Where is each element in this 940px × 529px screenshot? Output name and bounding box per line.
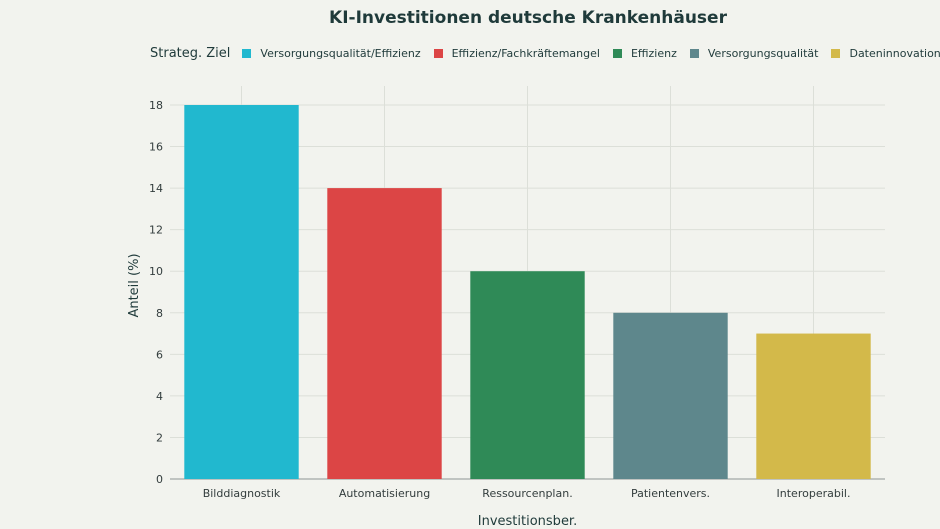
legend-swatch (433, 49, 443, 58)
legend-label: Versorgungsqualität (707, 47, 819, 60)
x-tick-label: Automatisierung (339, 487, 430, 500)
bar-2[interactable] (327, 188, 442, 479)
legend-label: Dateninnovation (849, 47, 940, 60)
y-tick-label: 8 (156, 307, 163, 320)
legend-title: Strateg. Ziel (150, 46, 231, 61)
y-tick-label: 4 (156, 390, 163, 403)
y-axis-title: Anteil (%) (127, 253, 142, 317)
legend-item-4[interactable]: Versorgungsqualität (689, 47, 819, 60)
x-tick-label: Bilddiagnostik (203, 487, 281, 500)
x-axis-ticks: Bilddiagnostik Automatisierung Ressourcenp… (203, 487, 851, 500)
y-tick-label: 18 (149, 99, 163, 112)
legend-swatch (831, 49, 841, 58)
legend-swatch (689, 49, 699, 58)
legend-item-1[interactable]: Versorgungsqualität/Effizienz (242, 47, 421, 60)
y-tick-label: 10 (149, 265, 163, 278)
y-tick-label: 14 (149, 182, 163, 195)
y-tick-label: 12 (149, 224, 163, 237)
y-axis-ticks: 0 2 4 6 8 10 12 14 16 18 (149, 99, 163, 486)
y-tick-label: 2 (156, 431, 163, 444)
legend-swatch (242, 49, 252, 58)
legend-item-5[interactable]: Dateninnovation (831, 47, 940, 60)
y-tick-label: 0 (156, 473, 163, 486)
legend-label: Effizienz (630, 47, 677, 60)
x-tick-label: Interoperabil. (777, 487, 851, 500)
legend-swatch (612, 49, 622, 58)
x-tick-label: Patientenvers. (631, 487, 710, 500)
legend-item-2[interactable]: Effizienz/Fachkräftemangel (433, 47, 600, 60)
bar-5[interactable] (756, 333, 871, 479)
bars (184, 105, 871, 479)
bar-3[interactable] (470, 271, 585, 479)
legend-item-3[interactable]: Effizienz (612, 47, 677, 60)
x-axis-title: Investitionsber. (478, 514, 577, 529)
bar-4[interactable] (613, 312, 728, 479)
y-tick-label: 16 (149, 141, 163, 154)
legend: Strateg. Ziel Versorgungsqualität/Effizi… (150, 46, 940, 61)
chart-title: KI-Investitionen deutsche Krankenhäuser (329, 8, 727, 28)
x-tick-label: Ressourcenplan. (482, 487, 572, 500)
legend-label: Versorgungsqualität/Effizienz (260, 47, 421, 60)
legend-label: Effizienz/Fachkräftemangel (451, 47, 600, 60)
bar-1[interactable] (184, 105, 299, 479)
y-tick-label: 6 (156, 348, 163, 361)
